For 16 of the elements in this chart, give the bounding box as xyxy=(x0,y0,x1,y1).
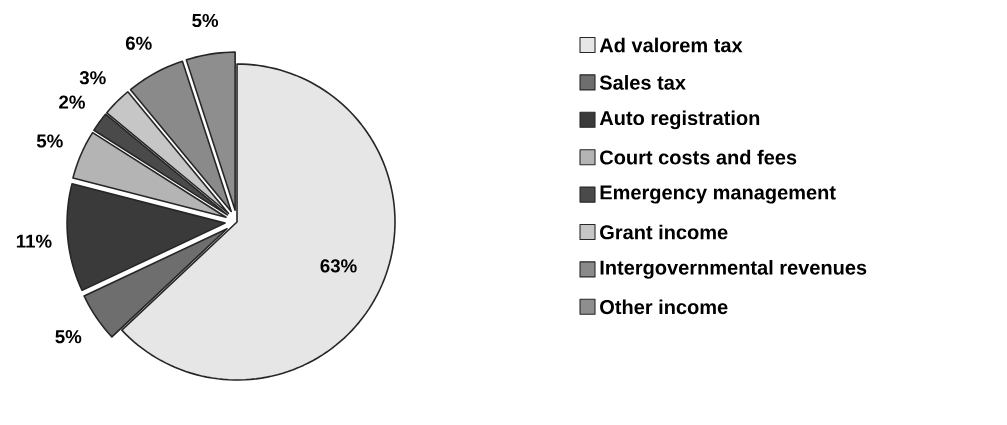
legend-label: Other income xyxy=(600,299,728,315)
data-label: 3% xyxy=(79,71,106,85)
data-label: 11% xyxy=(16,234,52,248)
legend-label: Court costs and fees xyxy=(600,149,797,165)
legend-label: Sales tax xyxy=(599,75,686,90)
legend-label: Emergency management xyxy=(600,185,836,204)
data-label: 5% xyxy=(55,330,82,344)
data-label: 63% xyxy=(320,259,357,273)
legend-label: Intergovernmental revenues xyxy=(600,260,867,279)
data-label: 2% xyxy=(59,95,85,109)
legend-label: Grant income xyxy=(600,224,728,240)
data-label: 5% xyxy=(192,13,219,28)
legend-label: Auto registration xyxy=(599,110,760,130)
legend-label: Ad valorem tax xyxy=(599,37,743,53)
data-label: 6% xyxy=(125,36,152,50)
data-label: 5% xyxy=(36,134,63,148)
